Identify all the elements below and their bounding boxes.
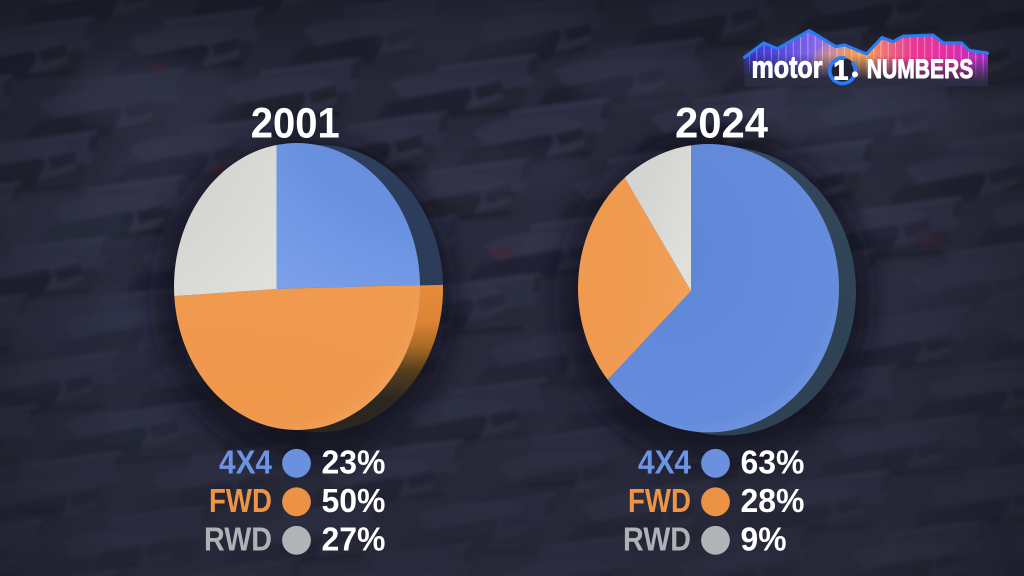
svg-text:63%: 63%	[741, 444, 805, 481]
svg-text:2024: 2024	[675, 101, 768, 148]
svg-text:27%: 27%	[322, 521, 386, 558]
svg-text:4X4: 4X4	[219, 444, 272, 481]
svg-text:1: 1	[833, 54, 848, 85]
svg-text:2001: 2001	[251, 101, 340, 148]
svg-text:9%: 9%	[741, 521, 787, 558]
svg-text:23%: 23%	[322, 444, 386, 481]
svg-text:4X4: 4X4	[638, 444, 691, 481]
svg-text:RWD: RWD	[623, 521, 691, 558]
svg-text:NUMBERS: NUMBERS	[867, 54, 974, 84]
svg-text:motor: motor	[752, 50, 823, 85]
svg-text:RWD: RWD	[204, 521, 272, 558]
svg-text:FWD: FWD	[209, 483, 272, 520]
svg-text:FWD: FWD	[628, 483, 691, 520]
svg-text:50%: 50%	[322, 483, 386, 520]
svg-text:28%: 28%	[741, 483, 805, 520]
